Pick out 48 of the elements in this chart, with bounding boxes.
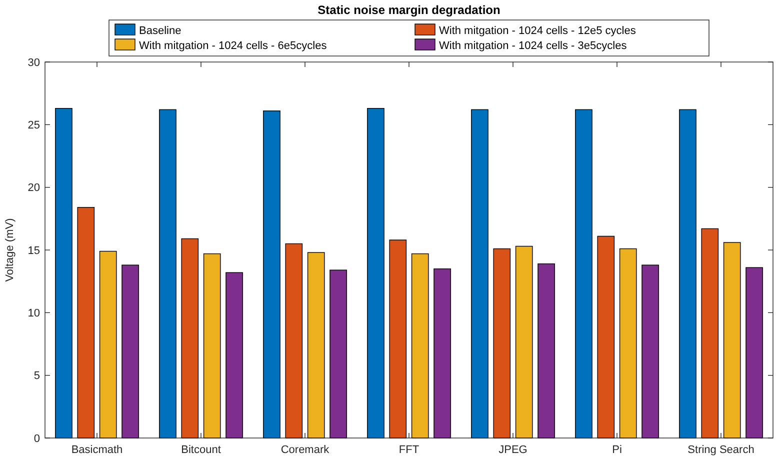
bar: [203, 253, 221, 438]
bar: [55, 108, 72, 438]
bar: [434, 268, 451, 438]
bar: [330, 270, 347, 438]
bar: [575, 109, 592, 438]
y-tick-label: 0: [34, 432, 40, 445]
x-tick-label: JPEG: [498, 444, 528, 456]
bar: [307, 252, 325, 438]
y-tick-label: 15: [28, 244, 40, 257]
bar: [411, 253, 429, 438]
legend-label: With mitgation - 1024 cells - 12e5 cycles: [439, 25, 636, 37]
bar: [538, 263, 555, 438]
bar: [619, 248, 637, 438]
bar: [515, 246, 533, 438]
bar: [679, 109, 696, 438]
bar: [701, 228, 719, 438]
bar: [471, 109, 488, 438]
bar: [723, 242, 741, 438]
y-tick-label: 30: [28, 56, 40, 69]
bar: [367, 108, 384, 438]
x-tick-label: String Search: [688, 444, 754, 456]
bar: [159, 109, 176, 438]
y-tick-label: 10: [28, 308, 40, 320]
y-tick-label: 20: [28, 182, 40, 194]
bar: [122, 264, 139, 438]
bar: [226, 272, 243, 438]
bar: [746, 267, 763, 438]
bar: [493, 248, 511, 438]
y-axis-title: Voltage (mV): [4, 218, 16, 282]
bar: [77, 207, 95, 438]
bar: [642, 264, 659, 438]
bar: [263, 110, 280, 438]
bar: [181, 238, 199, 438]
x-tick-label: Coremark: [280, 444, 330, 456]
bar: [285, 243, 303, 438]
x-tick-label: Basicmath: [71, 444, 123, 456]
legend-label: Baseline: [139, 25, 182, 37]
bar: [99, 250, 117, 438]
legend-label: With mitgation - 1024 cells - 6e5cycles: [139, 40, 328, 52]
x-tick-label: Pi: [612, 444, 622, 456]
bar: [389, 240, 407, 438]
x-tick-label: Bitcount: [181, 444, 221, 456]
legend-label: With mitgation - 1024 cells - 3e5cycles: [439, 40, 628, 52]
bar: [597, 236, 615, 438]
x-tick-label: FFT: [398, 444, 420, 456]
y-tick-label: 5: [34, 370, 40, 382]
chart-title: Static noise margin degradation: [318, 3, 500, 17]
y-tick-label: 25: [28, 120, 40, 132]
